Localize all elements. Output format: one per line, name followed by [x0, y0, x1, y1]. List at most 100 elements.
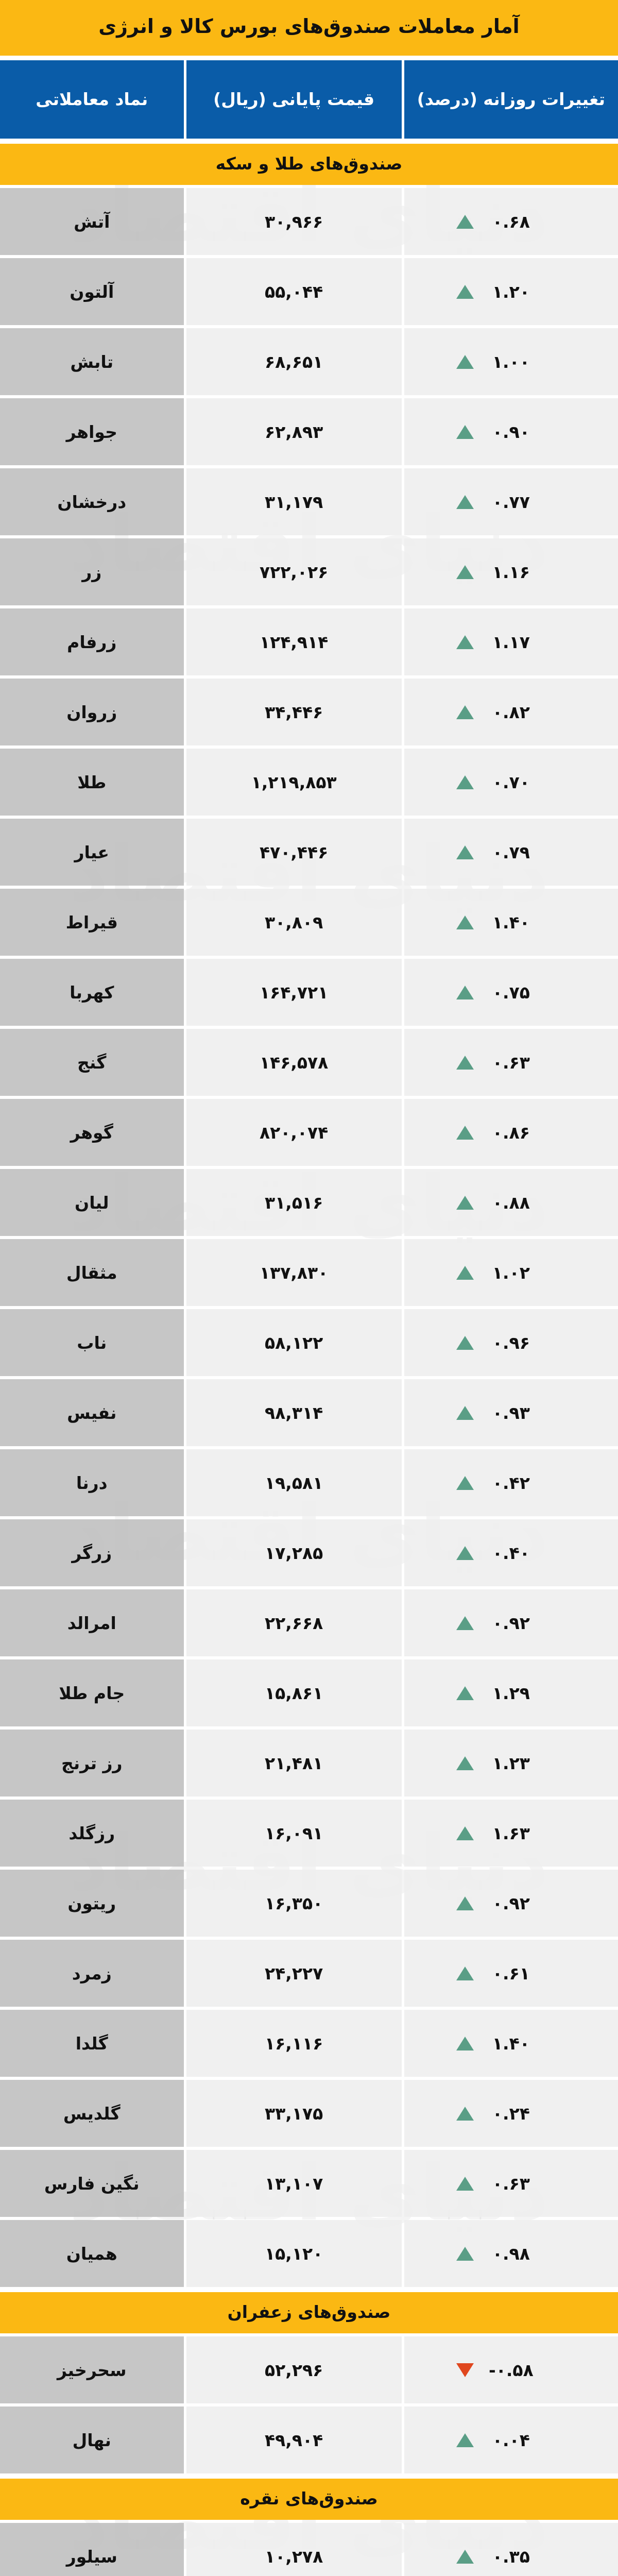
cell-symbol[interactable]: زر	[0, 538, 184, 605]
cell-symbol[interactable]: گوهر	[0, 1099, 184, 1166]
table-row[interactable]: ۱.۱۷ ۱۲۴,۹۱۴ زرفام	[0, 608, 618, 675]
cell-symbol[interactable]: امرالد	[0, 1589, 184, 1656]
table-row[interactable]: ۰.۹۲ ۱۶,۳۵۰ ریتون	[0, 1870, 618, 1937]
table-row[interactable]: ۰.۶۱ ۲۴,۲۲۷ زمرد	[0, 1940, 618, 2007]
table-row[interactable]: ۰.۸۶ ۸۲۰,۰۷۴ گوهر	[0, 1099, 618, 1166]
cell-symbol[interactable]: زمرد	[0, 1940, 184, 2007]
table-row[interactable]: ۰.۴۲ ۱۹,۵۸۱ درنا	[0, 1449, 618, 1516]
daily-change-value: ۰.۶۳	[492, 1052, 530, 1073]
triangle-up-icon	[456, 2176, 474, 2191]
table-row[interactable]: ۰.۴۰ ۱۷,۲۸۵ زرگر	[0, 1519, 618, 1586]
table-row[interactable]: ۰.۹۸ ۱۵,۱۲۰ همیان	[0, 2220, 618, 2287]
daily-change-value: ۰.۷۵	[492, 982, 530, 1003]
cell-symbol[interactable]: نهال	[0, 2406, 184, 2473]
cell-symbol[interactable]: درنا	[0, 1449, 184, 1516]
table-row[interactable]: ۱.۴۰ ۳۰,۸۰۹ قیراط	[0, 889, 618, 956]
daily-change-value: ۰.۰۴	[492, 2430, 530, 2450]
cell-closing-price: ۱۶,۱۱۶	[186, 2010, 402, 2077]
daily-change-value: ۱.۲۹	[492, 1683, 530, 1703]
table-row[interactable]: -۰.۵۸ ۵۲,۲۹۶ سحرخیز	[0, 2336, 618, 2403]
cell-symbol[interactable]: گلدیس	[0, 2080, 184, 2147]
cell-closing-price: ۲۱,۴۸۱	[186, 1730, 402, 1797]
cell-symbol[interactable]: زروان	[0, 679, 184, 745]
table-row[interactable]: ۱.۲۰ ۵۵,۰۴۴ آلتون	[0, 258, 618, 325]
cell-symbol[interactable]: عیار	[0, 819, 184, 886]
table-row[interactable]: ۱.۱۶ ۷۲۲,۰۲۶ زر	[0, 538, 618, 605]
cell-closing-price: ۱۹,۵۸۱	[186, 1449, 402, 1516]
cell-symbol[interactable]: نگین فارس	[0, 2150, 184, 2217]
cell-closing-price: ۱,۲۱۹,۸۵۳	[186, 749, 402, 816]
cell-closing-price: ۱۶,۳۵۰	[186, 1870, 402, 1937]
table-row[interactable]: ۰.۲۴ ۳۳,۱۷۵ گلدیس	[0, 2080, 618, 2147]
cell-symbol[interactable]: نفیس	[0, 1379, 184, 1446]
table-row[interactable]: ۱.۲۹ ۱۵,۸۶۱ جام طلا	[0, 1659, 618, 1726]
cell-daily-change: ۰.۶۱	[404, 1940, 618, 2007]
cell-daily-change: ۰.۸۲	[404, 679, 618, 745]
cell-symbol[interactable]: تابش	[0, 328, 184, 395]
triangle-up-icon	[456, 1055, 474, 1070]
table-row[interactable]: ۰.۰۴ ۴۹,۹۰۴ نهال	[0, 2406, 618, 2473]
cell-symbol[interactable]: گلدا	[0, 2010, 184, 2077]
table-row[interactable]: ۰.۷۵ ۱۶۴,۷۲۱ کهربا	[0, 959, 618, 1026]
cell-closing-price: ۹۸,۳۱۴	[186, 1379, 402, 1446]
daily-change-value: ۰.۷۰	[492, 772, 530, 792]
table-row[interactable]: ۱.۶۳ ۱۶,۰۹۱ رزگلد	[0, 1800, 618, 1867]
table-row[interactable]: ۰.۶۳ ۱۴۶,۵۷۸ گنج	[0, 1029, 618, 1096]
cell-symbol[interactable]: همیان	[0, 2220, 184, 2287]
cell-symbol[interactable]: سیلور	[0, 2523, 184, 2576]
table-row[interactable]: ۱.۰۲ ۱۳۷,۸۳۰ مثقال	[0, 1239, 618, 1306]
cell-symbol[interactable]: جواهر	[0, 398, 184, 465]
daily-change-value: ۱.۰۰	[492, 351, 530, 372]
table-header-row: تغییرات روزانه (درصد) قیمت پایانی (ریال)…	[0, 60, 618, 139]
table-row[interactable]: ۰.۷۷ ۳۱,۱۷۹ درخشان	[0, 468, 618, 535]
cell-closing-price: ۱۶۴,۷۲۱	[186, 959, 402, 1026]
cell-symbol[interactable]: جام طلا	[0, 1659, 184, 1726]
cell-daily-change: -۰.۵۸	[404, 2336, 618, 2403]
cell-symbol[interactable]: آلتون	[0, 258, 184, 325]
daily-change-value: ۰.۹۸	[492, 2243, 530, 2264]
triangle-up-icon	[456, 2549, 474, 2564]
triangle-up-icon	[456, 214, 474, 229]
triangle-up-icon	[456, 1476, 474, 1490]
cell-symbol[interactable]: آتش	[0, 188, 184, 255]
cell-symbol[interactable]: لیان	[0, 1169, 184, 1236]
triangle-up-icon	[456, 1195, 474, 1210]
table-row[interactable]: ۰.۹۲ ۲۲,۶۶۸ امرالد	[0, 1589, 618, 1656]
table-row[interactable]: ۰.۸۲ ۳۴,۴۴۶ زروان	[0, 679, 618, 745]
cell-symbol[interactable]: قیراط	[0, 889, 184, 956]
cell-closing-price: ۱۴۶,۵۷۸	[186, 1029, 402, 1096]
table-row[interactable]: ۱.۰۰ ۶۸,۶۵۱ تابش	[0, 328, 618, 395]
daily-change-value: ۰.۹۲	[492, 1613, 530, 1633]
cell-daily-change: ۱.۰۲	[404, 1239, 618, 1306]
table-row[interactable]: ۰.۹۰ ۶۲,۸۹۳ جواهر	[0, 398, 618, 465]
cell-symbol[interactable]: طلا	[0, 749, 184, 816]
table-row[interactable]: ۰.۷۰ ۱,۲۱۹,۸۵۳ طلا	[0, 749, 618, 816]
cell-daily-change: ۰.۹۶	[404, 1309, 618, 1376]
cell-symbol[interactable]: ناب	[0, 1309, 184, 1376]
cell-symbol[interactable]: رز ترنج	[0, 1730, 184, 1797]
cell-daily-change: ۰.۷۵	[404, 959, 618, 1026]
table-row[interactable]: ۰.۸۸ ۳۱,۵۱۶ لیان	[0, 1169, 618, 1236]
cell-symbol[interactable]: زرفام	[0, 608, 184, 675]
table-row[interactable]: ۰.۳۵ ۱۰,۲۷۸ سیلور	[0, 2523, 618, 2576]
triangle-up-icon	[456, 2433, 474, 2447]
table-row[interactable]: ۰.۶۸ ۳۰,۹۶۶ آتش	[0, 188, 618, 255]
table-row[interactable]: ۰.۹۶ ۵۸,۱۲۲ ناب	[0, 1309, 618, 1376]
daily-change-value: ۱.۱۶	[492, 562, 530, 582]
cell-symbol[interactable]: مثقال	[0, 1239, 184, 1306]
cell-symbol[interactable]: رزگلد	[0, 1800, 184, 1867]
table-row[interactable]: ۰.۶۳ ۱۳,۱۰۷ نگین فارس	[0, 2150, 618, 2217]
table-row[interactable]: ۰.۷۹ ۴۷۰,۴۴۶ عیار	[0, 819, 618, 886]
table-row[interactable]: ۱.۲۳ ۲۱,۴۸۱ رز ترنج	[0, 1730, 618, 1797]
cell-symbol[interactable]: سحرخیز	[0, 2336, 184, 2403]
cell-symbol[interactable]: زرگر	[0, 1519, 184, 1586]
cell-symbol[interactable]: درخشان	[0, 468, 184, 535]
table-row[interactable]: ۱.۴۰ ۱۶,۱۱۶ گلدا	[0, 2010, 618, 2077]
cell-symbol[interactable]: گنج	[0, 1029, 184, 1096]
cell-symbol[interactable]: کهربا	[0, 959, 184, 1026]
triangle-up-icon	[456, 775, 474, 789]
cell-closing-price: ۳۰,۸۰۹	[186, 889, 402, 956]
daily-change-value: ۰.۸۶	[492, 1122, 530, 1143]
cell-symbol[interactable]: ریتون	[0, 1870, 184, 1937]
table-row[interactable]: ۰.۹۳ ۹۸,۳۱۴ نفیس	[0, 1379, 618, 1446]
